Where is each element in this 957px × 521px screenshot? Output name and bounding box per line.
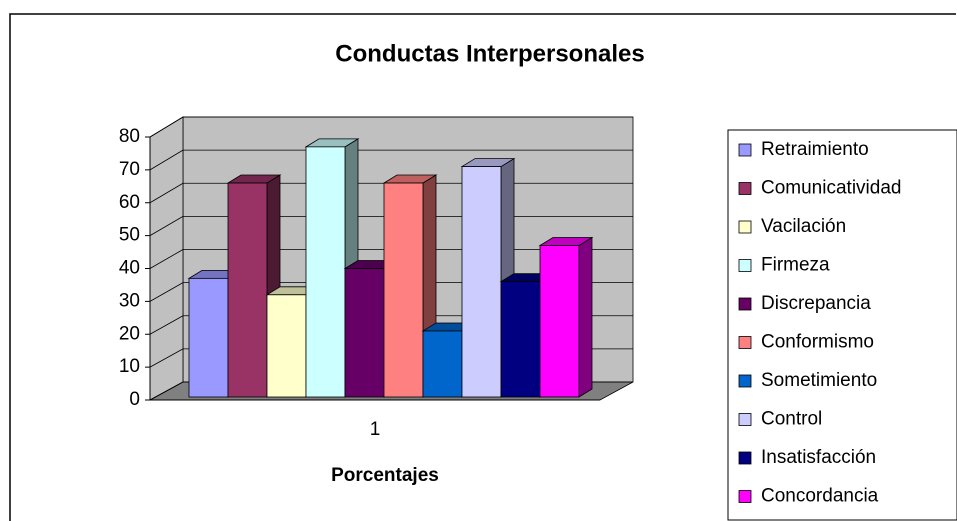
- bar-face: [266, 294, 307, 398]
- bar-face: [344, 268, 385, 398]
- legend-swatch: [738, 259, 752, 272]
- x-axis-title: Porcentajes: [331, 465, 439, 486]
- legend: [727, 129, 957, 521]
- legend-swatch: [738, 182, 752, 195]
- bar-face: [461, 166, 502, 398]
- bar-face: [539, 245, 580, 398]
- legend-label: Control: [761, 409, 822, 430]
- grid-line: [149, 282, 184, 302]
- x-tick-label: 1: [370, 419, 381, 440]
- legend-label: Retraimiento: [761, 139, 869, 160]
- legend-label: Insatisfacción: [761, 447, 876, 468]
- legend-swatch: [738, 143, 752, 157]
- legend-swatch: [738, 374, 752, 388]
- legend-swatch: [738, 297, 752, 311]
- y-tick-label: 50: [119, 225, 140, 246]
- bar-face: [188, 277, 229, 398]
- grid-line: [149, 381, 184, 401]
- legend-swatch: [738, 336, 752, 349]
- bar-face: [422, 330, 463, 398]
- legend-swatch: [738, 413, 752, 426]
- grid-line: [149, 116, 184, 138]
- legend-label: Discrepancia: [761, 293, 871, 314]
- grid-line: [149, 315, 184, 335]
- y-tick-label: 30: [119, 290, 140, 311]
- grid-line: [149, 249, 184, 269]
- bar-face: [578, 236, 593, 398]
- grid-line: [149, 149, 184, 171]
- grid-line: [149, 182, 184, 204]
- y-tick-label: 60: [119, 192, 140, 213]
- legend-swatch: [738, 451, 752, 465]
- bar-face: [227, 182, 268, 398]
- legend-label: Sometimiento: [761, 370, 877, 391]
- legend-label: Concordancia: [761, 486, 879, 507]
- y-tick-label: 10: [119, 356, 140, 377]
- legend-swatch: [738, 220, 752, 234]
- y-tick-label: 40: [119, 258, 140, 279]
- grid-line: [149, 216, 184, 236]
- grid-line: [149, 348, 184, 368]
- legend-label: Vacilación: [761, 216, 846, 237]
- bar: [538, 236, 594, 398]
- chart-title: Conductas Interpersonales: [335, 40, 644, 67]
- legend-label: Conformismo: [761, 332, 874, 353]
- y-tick-label: 80: [119, 126, 140, 147]
- legend-label: Comunicatividad: [761, 178, 901, 199]
- y-tick-label: 70: [119, 159, 140, 180]
- legend-label: Firmeza: [761, 255, 830, 276]
- bar-face: [383, 182, 424, 398]
- bar: [304, 138, 360, 398]
- y-tick-label: 20: [119, 323, 140, 344]
- y-tick-label: 0: [129, 389, 140, 410]
- legend-swatch: [738, 490, 752, 503]
- bar-face: [305, 146, 346, 398]
- chart-border: [9, 13, 956, 521]
- bar-face: [500, 281, 541, 398]
